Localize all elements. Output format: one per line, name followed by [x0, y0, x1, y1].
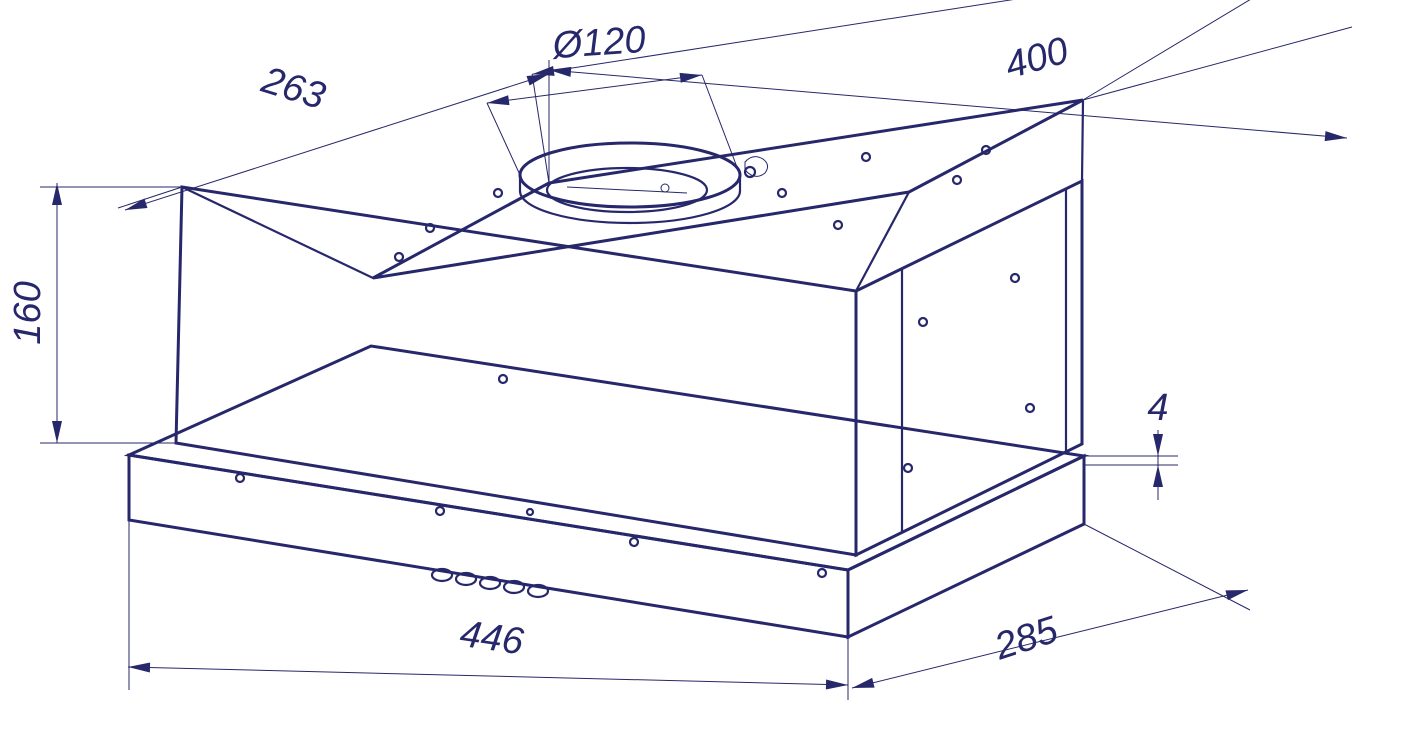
- dim-446-label: 446: [457, 613, 526, 664]
- top-hole-6: [953, 176, 961, 184]
- dim-400-line: [549, 70, 1347, 138]
- dim-400-arrow-a: [532, 66, 555, 76]
- dim-160-label: 160: [7, 281, 49, 344]
- dim-4-arrow-bot: [1153, 465, 1163, 487]
- dim-446-line: [128, 667, 848, 685]
- right-hole-2: [904, 464, 912, 472]
- dim-446-arrow-b: [826, 679, 848, 689]
- dim-dia-arrow-b: [680, 73, 702, 83]
- dim-dia-label: Ø120: [549, 19, 647, 68]
- front-hole-1: [436, 507, 444, 515]
- dim-4-label: 4: [1147, 387, 1168, 429]
- top-right-far: [1082, 100, 1083, 181]
- right-hole-0: [919, 318, 927, 326]
- ext-dia-r: [702, 75, 740, 175]
- dim-dia-arrow-a: [487, 95, 509, 105]
- front-hole-3: [818, 569, 826, 577]
- right-hole-1: [1011, 274, 1019, 282]
- top-hole-1: [395, 253, 403, 261]
- ext-263-a: [118, 187, 182, 208]
- dim-400-label: 400: [1001, 30, 1073, 88]
- dim-400-arrow-b: [1325, 131, 1347, 141]
- ext-285-r: [1084, 524, 1250, 610]
- top-hole-3: [778, 189, 786, 197]
- dim-285-arrow-a: [852, 678, 875, 688]
- dim-263-line: [125, 74, 549, 210]
- dim-263-label: 263: [256, 59, 330, 118]
- front-hole-2: [630, 538, 638, 546]
- front-hole-5: [527, 509, 533, 515]
- dim-160-arrow-a: [52, 183, 62, 205]
- ext-400-b: [1083, 0, 1333, 100]
- dim-285-label: 285: [989, 609, 1064, 669]
- dim-dia-line: [487, 75, 702, 103]
- dim-4-arrow-top: [1153, 434, 1163, 456]
- front-hole-0: [236, 474, 244, 482]
- damper-pivot: [661, 184, 669, 192]
- dim-446-arrow-a: [128, 663, 150, 673]
- top-near-edge: [182, 187, 909, 278]
- dim-285-arrow-b: [1225, 590, 1248, 600]
- front-hole-4: [499, 375, 507, 383]
- box-front: [176, 187, 856, 555]
- ext-400-right: [1083, 27, 1352, 100]
- dim-400-line: [532, 0, 1333, 74]
- ext-dia-l: [487, 103, 520, 175]
- ext-400-a: [532, 74, 549, 183]
- panel-front: [129, 455, 848, 637]
- technical-drawing: 160 400 263 Ø120 446 285 4: [0, 0, 1422, 740]
- right-hole-3: [1026, 404, 1034, 412]
- top-hole-2: [494, 189, 502, 197]
- right-bottom-edge: [856, 444, 1082, 555]
- dim-263-arrow-b: [527, 74, 549, 85]
- dim-160-arrow-b: [52, 421, 62, 443]
- top-hole-5: [862, 153, 870, 161]
- top-hole-4: [834, 221, 842, 229]
